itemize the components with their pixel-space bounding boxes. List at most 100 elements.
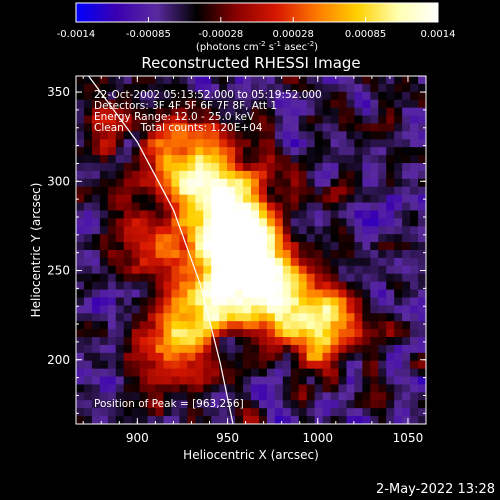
heatmap-cell <box>219 368 228 378</box>
heatmap-cell <box>139 194 149 204</box>
heatmap-cell <box>211 305 220 314</box>
heatmap-cell <box>123 242 133 251</box>
heatmap-cell <box>274 265 284 275</box>
heatmap-cell <box>179 313 188 322</box>
heatmap-cell <box>115 218 125 227</box>
heatmap-cell <box>115 163 125 172</box>
heatmap-cell <box>266 83 276 93</box>
heatmap-cell <box>147 329 157 338</box>
heatmap-cell <box>274 226 284 235</box>
heatmap-cell <box>258 242 268 251</box>
heatmap-cell <box>298 163 308 172</box>
heatmap-cell <box>338 99 348 109</box>
heatmap-cell <box>338 257 348 267</box>
heatmap-cell <box>266 352 276 362</box>
heatmap-cell <box>410 178 419 188</box>
heatmap-cell <box>107 257 117 267</box>
heatmap-cell <box>290 352 300 362</box>
heatmap-cell <box>394 139 403 148</box>
heatmap-cell <box>147 226 157 235</box>
heatmap-cell <box>306 400 316 409</box>
heatmap-cell <box>227 250 236 259</box>
heatmap-cell <box>282 147 292 156</box>
heatmap-cell <box>155 273 165 283</box>
heatmap-cell <box>163 163 173 172</box>
heatmap-cell <box>282 99 292 109</box>
heatmap-cell <box>99 273 109 283</box>
heatmap-cell <box>306 210 316 219</box>
heatmap-cell <box>370 368 379 378</box>
heatmap-cell <box>274 289 284 299</box>
heatmap-cell <box>91 242 101 251</box>
heatmap-cell <box>99 416 109 424</box>
heatmap-cell <box>274 115 284 125</box>
heatmap-cell <box>330 83 340 93</box>
heatmap-cell <box>282 202 292 212</box>
heatmap-cell <box>282 139 292 148</box>
heatmap-cell <box>330 321 340 330</box>
heatmap-cell <box>418 384 426 393</box>
heatmap-cell <box>266 344 276 354</box>
heatmap-cell <box>187 321 196 330</box>
heatmap-cell <box>83 170 93 180</box>
heatmap-cell <box>394 147 403 156</box>
heatmap-cell <box>235 163 244 172</box>
heatmap-cell <box>243 392 252 401</box>
heatmap-cell <box>322 218 332 227</box>
heatmap-cell <box>163 360 173 370</box>
heatmap-cell <box>418 131 426 140</box>
heatmap-cell <box>187 297 196 306</box>
heatmap-cell <box>171 91 180 101</box>
heatmap-cell <box>195 115 204 125</box>
heatmap-cell <box>251 107 260 117</box>
heatmap-cell <box>346 408 355 417</box>
heatmap-cell <box>243 376 252 386</box>
heatmap-cell <box>99 360 109 370</box>
heatmap-cell <box>123 99 133 109</box>
heatmap-cell <box>91 115 101 125</box>
heatmap-cell <box>235 360 244 370</box>
heatmap-cell <box>203 83 212 93</box>
heatmap-cell <box>83 281 93 291</box>
heatmap-cell <box>322 234 332 243</box>
heatmap-cell <box>354 360 363 370</box>
heatmap-cell <box>251 297 260 306</box>
heatmap-cell <box>91 226 101 235</box>
heatmap-cell <box>258 416 268 424</box>
heatmap-cell <box>338 384 348 393</box>
heatmap-cell <box>258 368 268 378</box>
heatmap-cell <box>266 360 276 370</box>
heatmap-cell <box>338 265 348 275</box>
heatmap-cell <box>338 313 348 322</box>
heatmap-cell <box>410 416 419 424</box>
heatmap-cell <box>99 265 109 275</box>
heatmap-cell <box>147 99 157 109</box>
heatmap-cell <box>362 83 371 93</box>
heatmap-cell <box>107 107 117 117</box>
heatmap-cell <box>219 123 228 132</box>
heatmap-cell <box>386 202 395 212</box>
heatmap-cell <box>179 250 188 259</box>
heatmap-cell <box>235 139 244 148</box>
heatmap-cell <box>314 250 324 259</box>
heatmap-cell <box>322 337 332 346</box>
heatmap-cell <box>211 91 220 101</box>
heatmap-cell <box>235 250 244 259</box>
heatmap-cell <box>258 170 268 180</box>
heatmap-cell <box>370 352 379 362</box>
heatmap-cell <box>147 384 157 393</box>
heatmap-cell <box>219 83 228 93</box>
heatmap-cell <box>219 163 228 172</box>
heatmap-cell <box>123 250 133 259</box>
heatmap-cell <box>155 281 165 291</box>
heatmap-cell <box>338 170 348 180</box>
x-tick-label: 1050 <box>393 431 424 445</box>
heatmap-cell <box>76 408 85 417</box>
y-axis-label: Heliocentric Y (arcsec) <box>29 183 43 318</box>
heatmap-cell <box>274 368 284 378</box>
heatmap-cell <box>362 368 371 378</box>
heatmap-cell <box>274 202 284 212</box>
heatmap-cell <box>314 76 324 85</box>
heatmap-cell <box>354 99 363 109</box>
heatmap-cell <box>243 281 252 291</box>
